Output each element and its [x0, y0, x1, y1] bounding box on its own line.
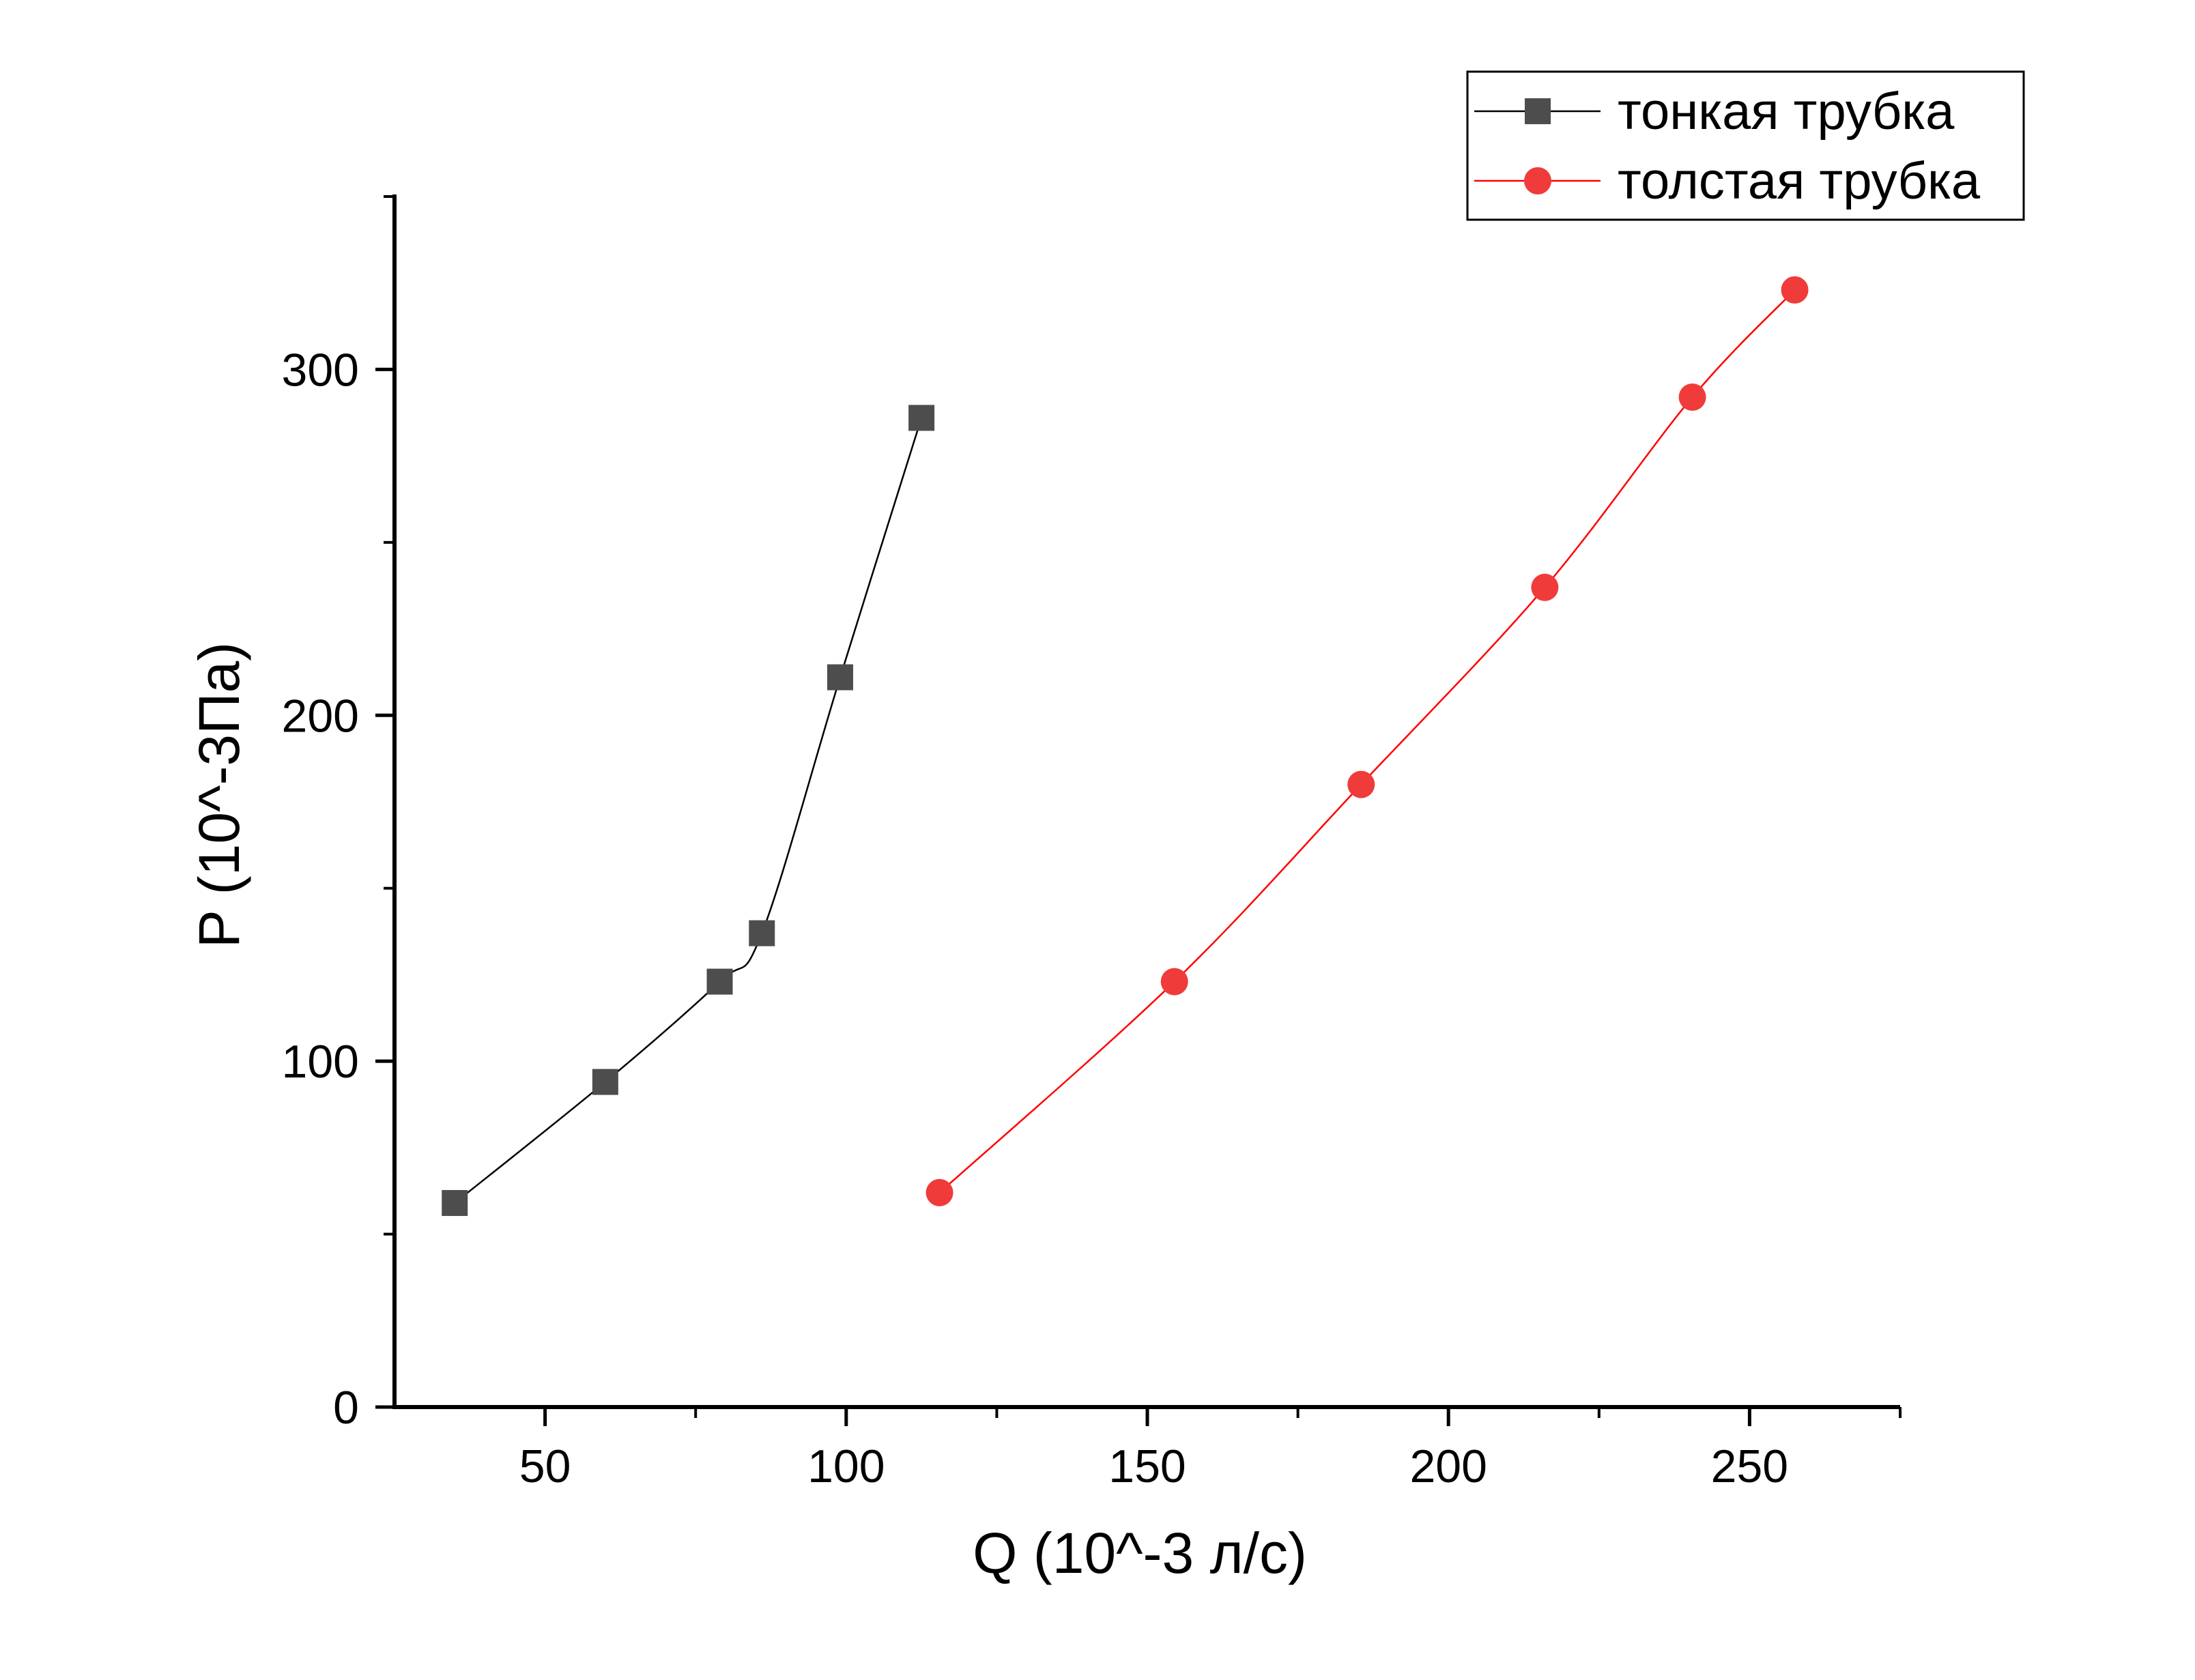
x-tick-label: 50 — [519, 1440, 571, 1492]
data-point — [1160, 968, 1188, 996]
data-point — [1531, 573, 1559, 601]
axes: 0 100 200 300 50 100 150 200 250 — [282, 194, 1902, 1492]
data-point — [442, 1189, 468, 1216]
x-tick-label: 150 — [1108, 1440, 1186, 1492]
x-tick-label: 200 — [1409, 1440, 1487, 1492]
series-curves — [454, 289, 1796, 1204]
y-tick-label: 200 — [282, 690, 359, 742]
data-point — [592, 1069, 618, 1095]
legend-marker — [1525, 98, 1551, 124]
data-point — [908, 405, 935, 431]
legend-items: тонкая трубка толстая трубка — [1474, 83, 1981, 210]
x-axis-title: Q (10^-3 л/с) — [973, 1521, 1307, 1585]
y-tick-label: 100 — [282, 1036, 359, 1088]
legend-marker — [1524, 167, 1551, 194]
x-axis-ticks: 50 100 150 200 250 — [519, 1407, 1902, 1492]
plot-area: 0 100 200 300 50 100 150 200 250 — [282, 194, 1902, 1492]
data-point — [827, 664, 853, 691]
data-point — [926, 1178, 953, 1206]
series-line-1 — [454, 418, 923, 1204]
y-tick-label: 0 — [333, 1382, 359, 1434]
data-point — [749, 920, 775, 946]
legend: тонкая трубка толстая трубка — [1466, 70, 2025, 221]
legend-label: толстая трубка — [1618, 152, 1981, 210]
data-point — [1347, 770, 1375, 798]
data-point — [1678, 383, 1706, 411]
y-axis-title: P (10^-3Па) — [187, 642, 251, 948]
y-axis-ticks: 0 100 200 300 — [282, 195, 394, 1434]
legend-label: тонкая трубка — [1618, 83, 1955, 141]
x-tick-label: 100 — [807, 1440, 885, 1492]
data-point — [706, 968, 733, 995]
x-tick-label: 250 — [1711, 1440, 1788, 1492]
legend-box — [1466, 70, 2025, 221]
y-tick-label: 300 — [282, 344, 359, 396]
data-point — [1781, 276, 1809, 304]
series-line-2 — [938, 289, 1796, 1193]
series-markers — [442, 276, 1809, 1216]
